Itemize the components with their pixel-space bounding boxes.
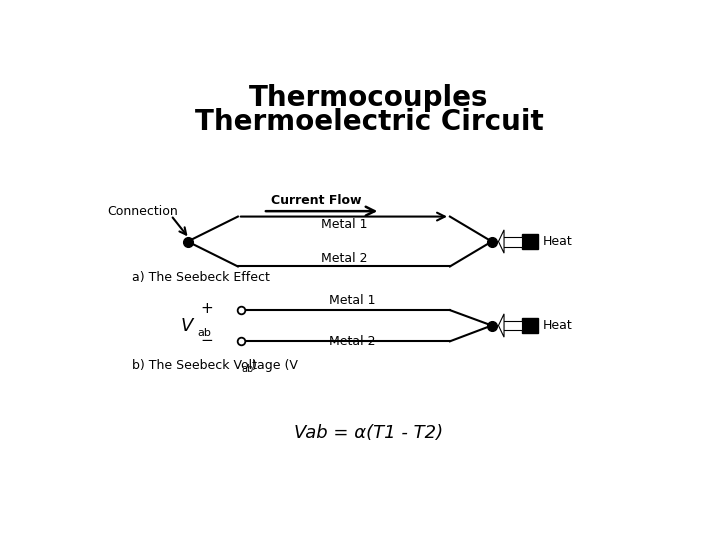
Text: b) The Seebeck Voltage (V: b) The Seebeck Voltage (V bbox=[132, 359, 298, 372]
Text: +: + bbox=[200, 301, 213, 316]
Text: Metal 1: Metal 1 bbox=[320, 218, 367, 231]
Text: Metal 2: Metal 2 bbox=[320, 252, 367, 265]
Text: Heat: Heat bbox=[543, 235, 573, 248]
Text: ab: ab bbox=[241, 364, 253, 374]
Text: Vab = α(T1 - T2): Vab = α(T1 - T2) bbox=[294, 424, 444, 442]
Text: V: V bbox=[181, 316, 194, 334]
Bar bbox=[523, 318, 538, 333]
Text: ab: ab bbox=[198, 328, 212, 338]
Text: Heat: Heat bbox=[543, 319, 573, 332]
Bar bbox=[502, 321, 523, 330]
Text: ): ) bbox=[253, 359, 257, 372]
Text: Thermocouples: Thermocouples bbox=[249, 84, 489, 112]
Text: Current Flow: Current Flow bbox=[271, 194, 361, 207]
Bar bbox=[523, 234, 538, 249]
Text: Metal 2: Metal 2 bbox=[329, 335, 376, 348]
Text: −: − bbox=[200, 333, 213, 348]
Bar bbox=[502, 237, 523, 246]
Polygon shape bbox=[498, 314, 504, 337]
Polygon shape bbox=[498, 230, 504, 253]
Text: Metal 1: Metal 1 bbox=[329, 294, 376, 307]
Text: Thermoelectric Circuit: Thermoelectric Circuit bbox=[194, 108, 544, 136]
Text: a) The Seebeck Effect: a) The Seebeck Effect bbox=[132, 271, 270, 284]
Text: Connection: Connection bbox=[107, 205, 179, 218]
